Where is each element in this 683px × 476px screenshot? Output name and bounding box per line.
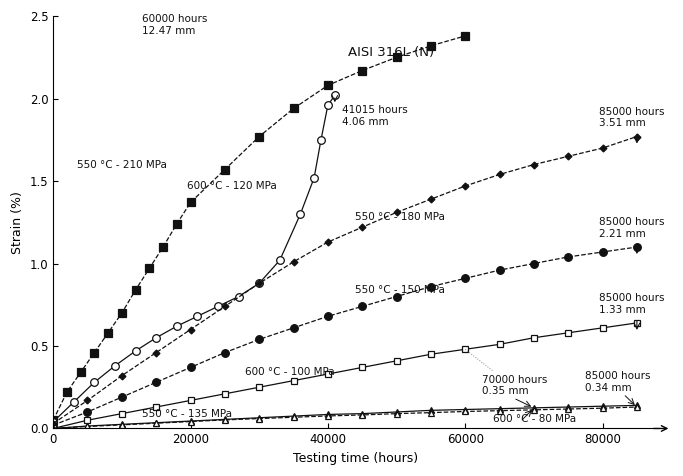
Text: 550 °C - 150 MPa: 550 °C - 150 MPa bbox=[355, 285, 445, 295]
Text: 550 °C - 210 MPa: 550 °C - 210 MPa bbox=[77, 159, 167, 169]
Text: 41015 hours
4.06 mm: 41015 hours 4.06 mm bbox=[342, 105, 407, 127]
Text: 85000 hours
2.21 mm: 85000 hours 2.21 mm bbox=[599, 217, 665, 239]
X-axis label: Testing time (hours): Testing time (hours) bbox=[293, 452, 418, 465]
Y-axis label: Strain (%): Strain (%) bbox=[11, 191, 24, 254]
Text: 85000 hours
1.33 mm: 85000 hours 1.33 mm bbox=[599, 293, 665, 315]
Text: 60000 hours
12.47 mm: 60000 hours 12.47 mm bbox=[143, 14, 208, 36]
Text: 550 °C - 180 MPa: 550 °C - 180 MPa bbox=[355, 212, 445, 222]
Text: 85000 hours
3.51 mm: 85000 hours 3.51 mm bbox=[599, 107, 665, 128]
Text: AISI 316L (N): AISI 316L (N) bbox=[348, 46, 434, 59]
Text: 600 °C - 100 MPa: 600 °C - 100 MPa bbox=[245, 367, 335, 377]
Text: 600 °C - 120 MPa: 600 °C - 120 MPa bbox=[187, 181, 277, 191]
Text: 85000 hours
0.34 mm: 85000 hours 0.34 mm bbox=[585, 371, 651, 393]
Text: 550 °C - 135 MPa: 550 °C - 135 MPa bbox=[143, 408, 232, 418]
Text: 600 °C - 80 MPa: 600 °C - 80 MPa bbox=[492, 414, 576, 424]
Text: 70000 hours
0.35 mm: 70000 hours 0.35 mm bbox=[482, 375, 548, 397]
